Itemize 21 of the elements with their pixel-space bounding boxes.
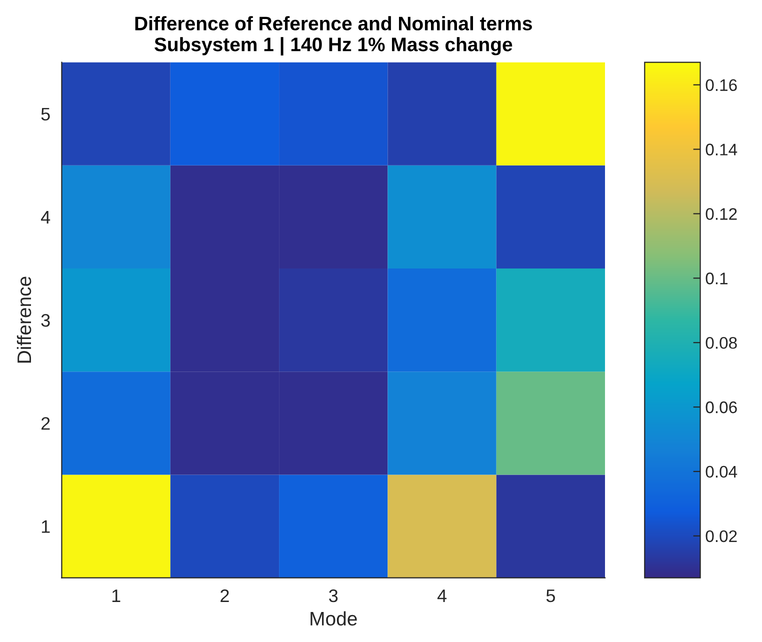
y-tick-label: 2 — [41, 417, 50, 430]
color-bar-label: 0.16 — [706, 79, 737, 92]
chart-title: Difference of Reference and Nominal terms Subsystem 1 | 140 Hz 1% Mass change — [135, 16, 532, 56]
x-tick-label: 1 — [112, 590, 120, 602]
y-axis-title: Difference — [16, 276, 32, 363]
color-bar-label: 0.02 — [706, 530, 737, 542]
color-bar-label: 0.12 — [706, 208, 737, 220]
y-tick-label: 3 — [41, 314, 50, 327]
x-tick-label: 4 — [437, 590, 447, 602]
color-bar-label: 0.08 — [706, 336, 737, 349]
x-axis-title: Mode — [310, 611, 357, 626]
y-tick-label: 1 — [42, 520, 50, 533]
color-bar-label: 0.1 — [706, 272, 728, 284]
color-bar-label: 0.06 — [706, 401, 737, 414]
color-bar-label: 0.14 — [706, 144, 738, 156]
x-tick-label: 2 — [220, 589, 229, 602]
y-tick-label: 5 — [41, 108, 50, 121]
y-tick-label: 4 — [40, 211, 50, 224]
x-tick-label: 3 — [329, 589, 338, 602]
color-bar-label: 0.04 — [706, 466, 738, 478]
x-tick-label: 5 — [546, 590, 555, 602]
